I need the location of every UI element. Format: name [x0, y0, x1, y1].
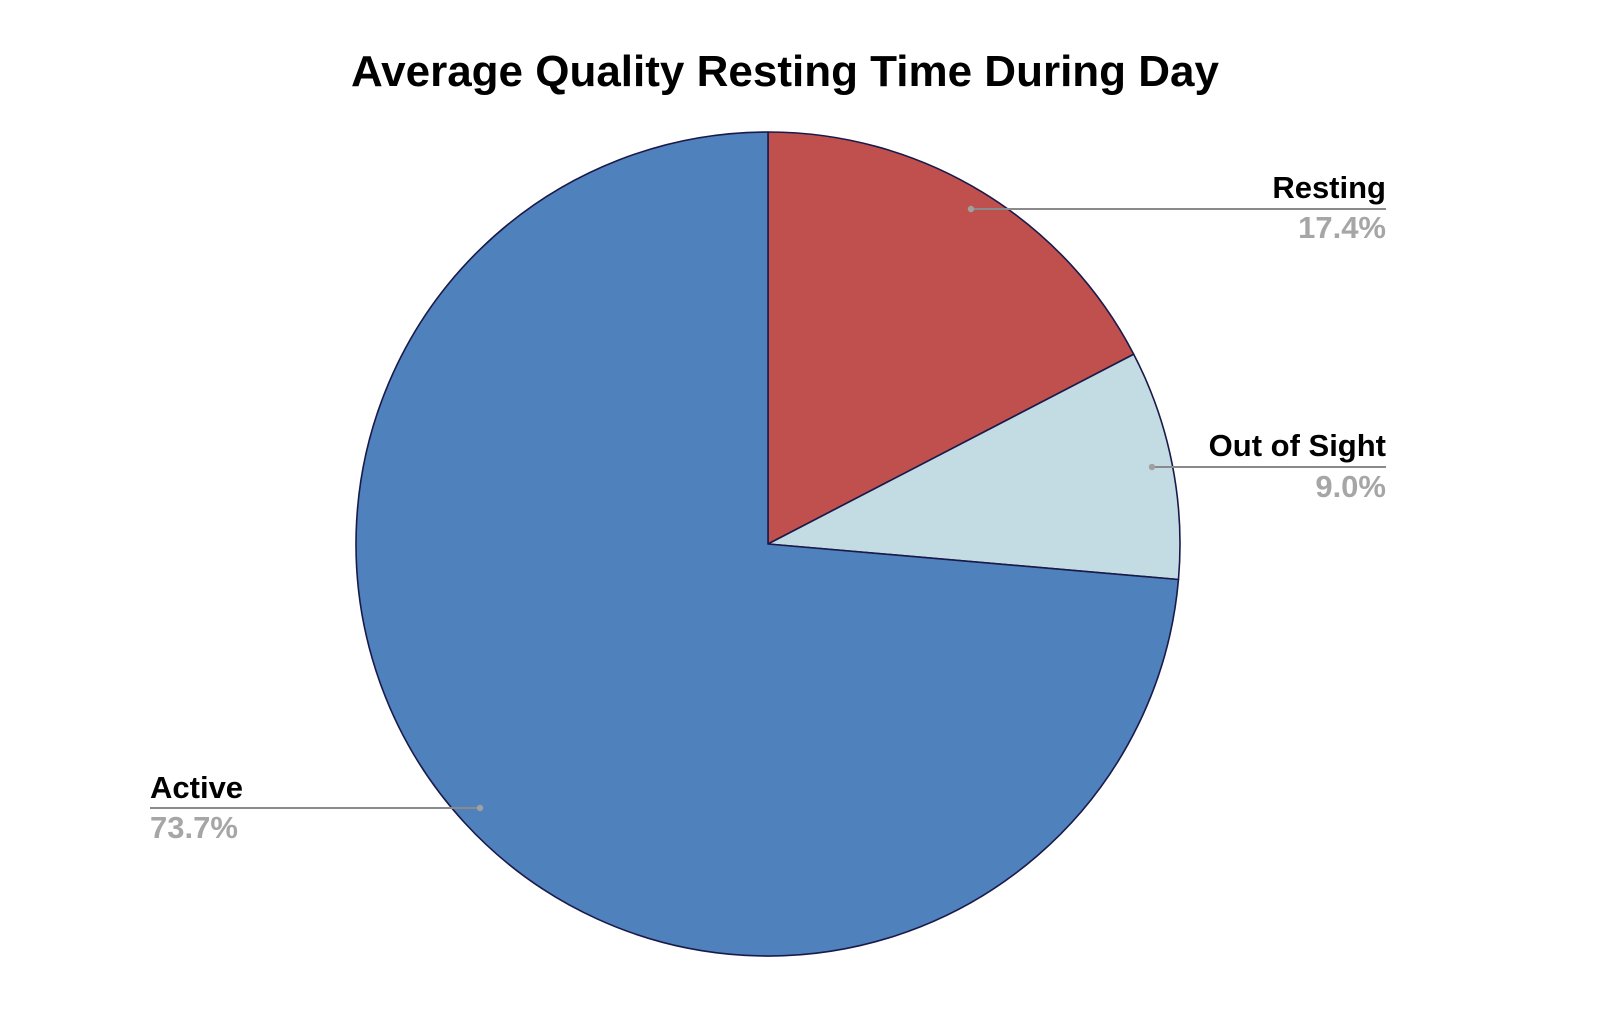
- leader-dot-active: [476, 804, 484, 812]
- leader-dot-out-of-sight: [1148, 463, 1156, 471]
- slice-value-active: 73.7%: [150, 810, 238, 845]
- slice-value-resting: 17.4%: [1298, 210, 1386, 245]
- leader-dot-resting: [967, 205, 975, 213]
- chart-title: Average Quality Resting Time During Day: [351, 47, 1220, 96]
- pie-slice-resting: [767, 131, 1135, 545]
- slice-label-resting: Resting: [1272, 170, 1386, 205]
- slice-label-active: Active: [150, 770, 243, 805]
- slice-label-out-of-sight: Out of Sight: [1209, 428, 1386, 463]
- slice-labels: Resting 17.4% Out of Sight 9.0% Active 73.7%: [150, 170, 1386, 845]
- pie-slice-active: [355, 131, 1180, 957]
- slice-value-out-of-sight: 9.0%: [1315, 469, 1386, 504]
- pie-slice-out-of-sight: [767, 353, 1181, 581]
- pie-slices: [355, 131, 1181, 957]
